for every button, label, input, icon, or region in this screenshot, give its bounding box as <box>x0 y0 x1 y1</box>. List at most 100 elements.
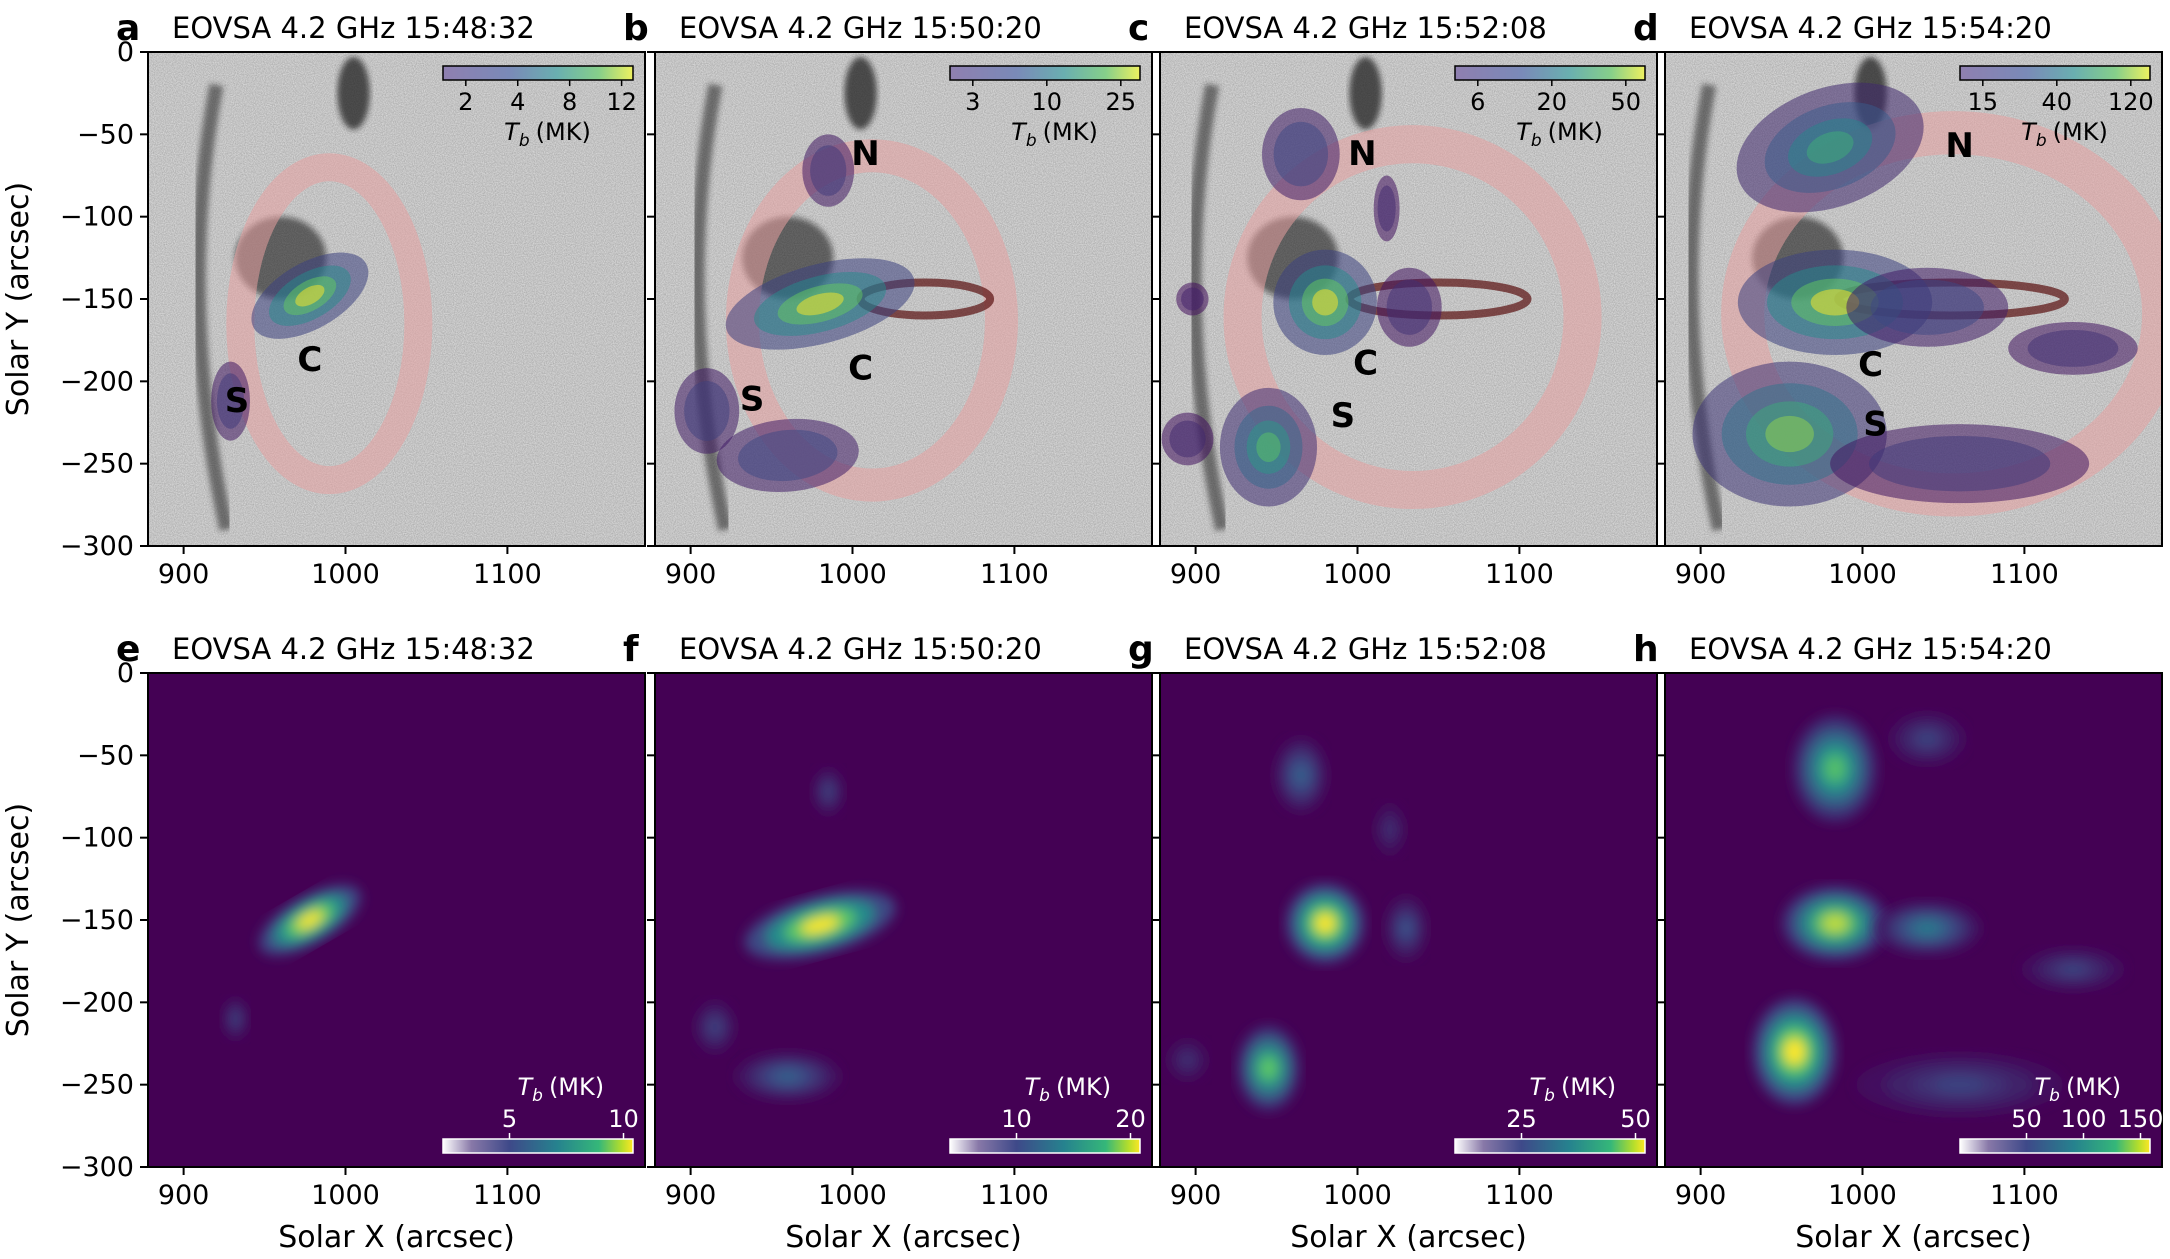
panel-title: EOVSA 4.2 GHz 15:52:08 <box>1184 11 1547 45</box>
x-tick-label: 1100 <box>473 1180 542 1211</box>
contour-level <box>1181 287 1204 311</box>
panel-g: 900 1000 1100 g EOVSA 4.2 GHz 15:52:08 25 50Tb… <box>1128 629 1658 1255</box>
x-axis-label: Solar X (arcsec) <box>278 1220 515 1255</box>
radio-source-blob <box>1385 896 1427 960</box>
dark-loop-top <box>337 56 370 130</box>
blob-level <box>1294 765 1308 785</box>
colorbar-gradient <box>1454 65 1646 81</box>
contour-level <box>810 145 847 196</box>
x-tick-label: 900 <box>665 1180 717 1211</box>
x-axis-label: Solar X (arcsec) <box>1290 1220 1527 1255</box>
panel-letter: e <box>116 629 140 670</box>
radio-source-blob <box>812 767 844 816</box>
x-tick-label: 900 <box>1170 1180 1222 1211</box>
x-tick-label: 1000 <box>1828 1180 1897 1211</box>
panel-title: EOVSA 4.2 GHz 15:50:20 <box>679 632 1042 666</box>
source-label: N <box>1945 126 1973 166</box>
dark-loop-top <box>1349 56 1382 130</box>
colorbar-tick-label: 10 <box>1032 88 1063 116</box>
colorbar-tick-label: 25 <box>1106 88 1137 116</box>
x-tick-label: 900 <box>665 559 717 590</box>
colorbar-tick-label: 50 <box>1611 88 1642 116</box>
source-label: C <box>297 340 322 380</box>
colorbar: 6 20 50 Tb (MK) <box>1454 65 1646 151</box>
radio-source-blob <box>1374 803 1406 856</box>
panel-image: NCS <box>1160 52 1657 546</box>
blob-level <box>1400 920 1412 937</box>
y-tick-label: −50 <box>77 740 134 771</box>
blob-level <box>1315 913 1335 934</box>
colorbar-tick-label: 5 <box>502 1105 517 1133</box>
panel-image <box>655 673 1152 1167</box>
x-tick-label: 900 <box>1170 559 1222 590</box>
panel-title: EOVSA 4.2 GHz 15:48:32 <box>172 632 535 666</box>
y-tick-label: −100 <box>60 202 134 233</box>
contour-level <box>1256 432 1281 463</box>
colorbar-label: Tb (MK) <box>1011 118 1098 151</box>
source-label: N <box>1348 134 1376 174</box>
colorbar-label: Tb (MK) <box>2021 118 2108 151</box>
blob-level <box>801 916 839 934</box>
panel-image: NCS <box>655 52 1152 546</box>
blob-level <box>1385 822 1394 837</box>
colorbar-tick-label: 120 <box>2108 88 2154 116</box>
radio-source-blob <box>259 884 361 956</box>
x-tick-label: 1100 <box>1990 1180 2059 1211</box>
source-label: C <box>1858 345 1883 385</box>
colorbar-tick-label: 40 <box>2042 88 2073 116</box>
colorbar-tick-label: 150 <box>2118 1105 2164 1133</box>
limb-streak <box>690 83 733 532</box>
blob-level <box>1933 1076 1986 1093</box>
blob-level <box>297 911 323 929</box>
contour-level <box>684 381 730 441</box>
x-axis-label: Solar X (arcsec) <box>785 1220 1022 1255</box>
colorbar-tick-label: 50 <box>1620 1105 1651 1133</box>
y-tick-label: −200 <box>60 366 134 397</box>
contour-level <box>1765 415 1814 453</box>
dark-loop-top <box>844 56 877 130</box>
colorbar: 3 10 25 Tb (MK) <box>949 65 1141 151</box>
contour-level <box>1312 289 1339 316</box>
colorbar-gradient <box>1959 1138 2151 1154</box>
x-tick-label: 1000 <box>1323 559 1392 590</box>
panel-f: 900 1000 1100 f EOVSA 4.2 GHz 15:50:20 10 20Tb… <box>623 629 1153 1255</box>
y-tick-label: −50 <box>77 119 134 150</box>
y-tick-label: −300 <box>60 1152 134 1183</box>
blob-level <box>824 785 833 798</box>
colorbar-tick-label: 25 <box>1506 1105 1537 1133</box>
colorbar-gradient <box>442 65 634 81</box>
blob-level <box>1822 914 1848 933</box>
radio-source-blob <box>1274 738 1327 812</box>
radio-source-blob <box>1237 1026 1300 1111</box>
contour-level <box>2027 329 2119 367</box>
blob-level <box>1914 921 1941 935</box>
contour-level <box>796 292 844 316</box>
source-label: S <box>740 380 765 420</box>
source-label: S <box>1863 404 1888 444</box>
y-tick-label: −150 <box>60 905 134 936</box>
radio-source-contour <box>1273 249 1377 355</box>
radio-source-contour <box>802 134 855 207</box>
panel-letter: h <box>1633 629 1659 670</box>
x-tick-label: 1100 <box>980 559 1049 590</box>
contour-level <box>1870 279 1984 335</box>
y-tick-label: 0 <box>117 658 134 689</box>
radio-source-blob <box>744 890 896 960</box>
panel-e: 900 1000 1100 0 −50 −100 −150 −200 −250 −300 e EOVS… <box>1 629 646 1255</box>
panel-image <box>148 673 645 1167</box>
radio-source-blob <box>1783 886 1887 961</box>
x-tick-label: 1100 <box>473 559 542 590</box>
y-tick-label: −150 <box>60 284 134 315</box>
radio-source-contour <box>1219 387 1318 507</box>
radio-source-contour <box>1176 282 1209 316</box>
y-tick-label: −100 <box>60 823 134 854</box>
panel-letter: d <box>1633 8 1659 49</box>
panel-letter: g <box>1128 629 1154 670</box>
radio-source-blob <box>1888 712 1967 766</box>
x-axis-label: Solar X (arcsec) <box>1795 1220 2032 1255</box>
contour-level <box>738 429 838 482</box>
radio-source-contour <box>716 418 859 493</box>
